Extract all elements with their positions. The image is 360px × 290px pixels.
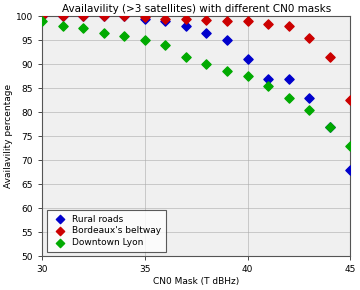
Rural roads — [203, 31, 209, 35]
Bordeaux's beltway — [121, 14, 127, 19]
Rural roads — [183, 23, 189, 28]
Rural roads — [80, 14, 86, 19]
Bordeaux's beltway — [60, 14, 66, 19]
Rural roads — [121, 14, 127, 19]
Downtown Lyon — [327, 124, 333, 129]
Rural roads — [245, 57, 251, 62]
Downtown Lyon — [286, 95, 292, 100]
Rural roads — [142, 17, 148, 21]
Rural roads — [60, 14, 66, 19]
Bordeaux's beltway — [224, 19, 230, 23]
Downtown Lyon — [306, 108, 312, 112]
Bordeaux's beltway — [327, 55, 333, 59]
Downtown Lyon — [347, 144, 353, 148]
Y-axis label: Availavility percentage: Availavility percentage — [4, 84, 13, 188]
Rural roads — [347, 167, 353, 172]
Bordeaux's beltway — [265, 21, 271, 26]
Rural roads — [101, 14, 107, 19]
Rural roads — [327, 124, 333, 129]
Bordeaux's beltway — [39, 14, 45, 19]
Bordeaux's beltway — [286, 23, 292, 28]
Rural roads — [306, 95, 312, 100]
Downtown Lyon — [121, 33, 127, 38]
Downtown Lyon — [183, 55, 189, 59]
Downtown Lyon — [203, 62, 209, 67]
Downtown Lyon — [142, 38, 148, 43]
Title: Availavility (>3 satellites) with different CN0 masks: Availavility (>3 satellites) with differ… — [62, 4, 331, 14]
Downtown Lyon — [39, 19, 45, 23]
Bordeaux's beltway — [101, 14, 107, 19]
Bordeaux's beltway — [80, 14, 86, 19]
Bordeaux's beltway — [203, 17, 209, 22]
Legend: Rural roads, Bordeaux's beltway, Downtown Lyon: Rural roads, Bordeaux's beltway, Downtow… — [47, 210, 166, 251]
Downtown Lyon — [224, 69, 230, 74]
Downtown Lyon — [162, 43, 168, 48]
Rural roads — [39, 14, 45, 19]
X-axis label: CN0 Mask (T dBHz): CN0 Mask (T dBHz) — [153, 277, 239, 286]
Rural roads — [224, 38, 230, 43]
Downtown Lyon — [265, 84, 271, 88]
Bordeaux's beltway — [142, 15, 148, 20]
Rural roads — [286, 76, 292, 81]
Downtown Lyon — [245, 74, 251, 79]
Bordeaux's beltway — [245, 19, 251, 23]
Rural roads — [162, 19, 168, 23]
Bordeaux's beltway — [162, 17, 168, 21]
Rural roads — [265, 76, 271, 81]
Bordeaux's beltway — [306, 36, 312, 40]
Bordeaux's beltway — [183, 17, 189, 21]
Downtown Lyon — [101, 31, 107, 35]
Downtown Lyon — [60, 23, 66, 28]
Downtown Lyon — [80, 26, 86, 31]
Bordeaux's beltway — [347, 98, 353, 103]
